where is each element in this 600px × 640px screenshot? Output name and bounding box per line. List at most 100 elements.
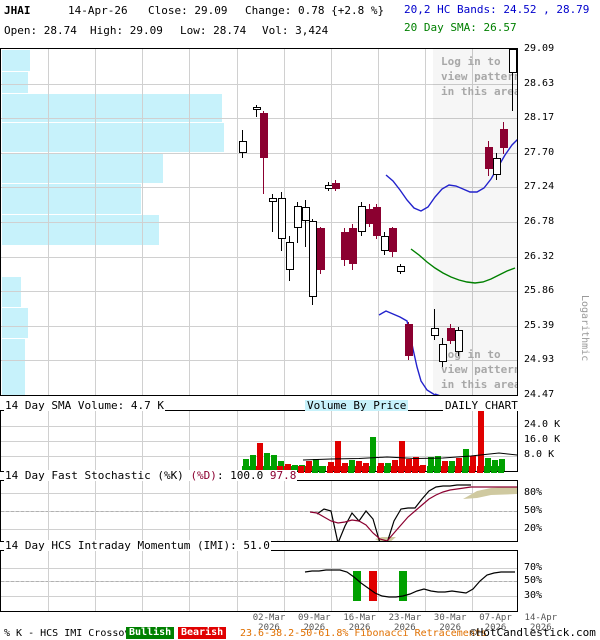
- volume-by-price-bar-10: [2, 339, 25, 395]
- price-gridline-h: [1, 291, 517, 293]
- candle-body-28: [509, 49, 517, 74]
- date-tick-1: 09-Mar 2026: [291, 613, 337, 633]
- volume-bar-3: [264, 453, 270, 471]
- price-gridline-h: [1, 360, 517, 362]
- volume-gridline-h: [1, 426, 517, 427]
- crossover-cell-6: [284, 466, 290, 473]
- candle-body-14: [358, 205, 366, 232]
- imi-bullish-marker-1: [353, 571, 361, 601]
- candle-body-7: [302, 207, 310, 221]
- stoch-fill-lower: [375, 537, 396, 541]
- stoch-gridline-v: [424, 481, 426, 541]
- candle-body-23: [447, 328, 455, 341]
- price-gridline-v: [142, 49, 144, 395]
- crossover-cell-24: [412, 466, 418, 473]
- date-tick-year: 2026: [439, 623, 462, 633]
- volume-bar-2: [257, 443, 263, 471]
- crossover-cell-36: [498, 466, 504, 473]
- candle-wick-3: [272, 194, 273, 232]
- volume-by-price-bar-9: [2, 308, 28, 338]
- crossover-cell-31: [462, 466, 468, 473]
- imi-gridline-v: [283, 551, 285, 611]
- price-gridline-v: [424, 49, 426, 395]
- volume-bar-30: [456, 458, 462, 471]
- crossover-cell-0: [242, 466, 248, 473]
- stoch-title-d: (%D): [190, 469, 217, 482]
- imi-gridline-v: [330, 551, 332, 611]
- candle-body-24: [455, 329, 463, 353]
- crossover-cell-9: [305, 466, 311, 473]
- imi-gridline-v: [189, 551, 191, 611]
- stochastic-panel-title: 14 Day Fast Stochastic (%K) (%D): 100.0 …: [4, 469, 298, 482]
- crossover-cell-4: [270, 466, 276, 473]
- price-gridline-h: [1, 256, 517, 258]
- daily-chart-title: DAILY CHART: [443, 399, 520, 412]
- imi-axis-tick-0: 70%: [524, 562, 543, 573]
- price-axis-tick-1: 28.63: [524, 77, 555, 89]
- volume-by-price-bar-0: [2, 50, 30, 71]
- candle-wick-28: [512, 49, 513, 112]
- price-gridline-h: [1, 325, 517, 327]
- price-gridline-v: [330, 49, 332, 395]
- volume-gridline-v: [472, 411, 473, 471]
- price-gridline-v: [236, 49, 238, 395]
- crossover-cell-1: [249, 466, 255, 473]
- candle-body-0: [239, 141, 247, 153]
- change-label: Change: 0.78 {+2.8 %}: [245, 4, 385, 17]
- stoch-gridline-v: [472, 481, 473, 541]
- imi-gridline-v: [142, 551, 144, 611]
- date-tick-6: 14-Apr 2026: [518, 613, 564, 633]
- date-tick-year: 2026: [529, 623, 552, 633]
- date-tick-0: 02-Mar 2026: [246, 613, 292, 633]
- sma-label: 20 Day SMA: 26.57: [404, 21, 517, 34]
- imi-panel[interactable]: [0, 550, 518, 612]
- date-tick-year: 2026: [303, 623, 326, 633]
- volume-axis-tick-2: 8.0 K: [524, 449, 555, 460]
- candle-body-11: [332, 183, 340, 190]
- price-gridline-h: [1, 187, 517, 189]
- stoch-axis-tick-1: 50%: [524, 505, 543, 516]
- date-tick-3: 23-Mar 2026: [382, 613, 428, 633]
- candle-wick-1: [256, 105, 257, 117]
- price-axis-scale-label: Logarithmic: [579, 295, 590, 362]
- volume-gridline-v: [95, 411, 97, 471]
- candle-body-21: [431, 328, 439, 337]
- stochastic-panel[interactable]: [0, 480, 518, 542]
- stoch-gridline-v: [236, 481, 238, 541]
- price-chart-panel[interactable]: Log in to view patterns in this area Log…: [0, 48, 518, 396]
- date-tick-year: 2026: [258, 623, 280, 633]
- sma-line: [410, 248, 516, 284]
- volume-bar-1: [250, 455, 256, 471]
- candle-body-3: [269, 198, 277, 202]
- crossover-cell-5: [277, 466, 283, 473]
- candle-body-15: [366, 209, 374, 224]
- volume-bar-34: [485, 458, 491, 471]
- quote-date: 14-Apr-26: [68, 4, 128, 17]
- volume-gridline-v: [330, 411, 332, 471]
- price-axis-tick-7: 25.86: [524, 285, 555, 297]
- copyright-label: ©HotCandlestick.com: [470, 626, 596, 639]
- imi-gridline-v: [472, 551, 473, 611]
- price-axis-tick-3: 27.70: [524, 146, 555, 158]
- volume-by-price-bar-1: [2, 72, 28, 93]
- volume-panel[interactable]: [0, 410, 518, 472]
- hc-band-upper-line: [385, 139, 517, 212]
- symbol-label: JHAI: [4, 4, 31, 17]
- price-axis-tick-10: 24.47: [524, 389, 555, 400]
- stoch-axis-tick-2: 20%: [524, 523, 543, 534]
- crossover-cell-34: [484, 466, 490, 473]
- volume-sma-line: [302, 452, 517, 461]
- date-tick-day: 09-Mar: [298, 613, 331, 623]
- stoch-k-line: [316, 484, 471, 541]
- volume-gridline-v: [48, 411, 50, 471]
- crossover-cell-16: [355, 466, 361, 473]
- crossover-cell-14: [341, 466, 347, 473]
- quote-header: JHAI 14-Apr-26 Close: 29.09 Change: 0.78…: [0, 0, 600, 44]
- volume-gridline-h: [1, 441, 517, 442]
- crossover-legend-label: % K - HCS IMI Crossover,: [4, 628, 149, 639]
- candle-body-16: [373, 207, 381, 236]
- imi-gridline-v: [424, 551, 426, 611]
- imi-gridline-v: [48, 551, 50, 611]
- volume-bar-10: [313, 459, 319, 471]
- stoch-gridline-v: [189, 481, 191, 541]
